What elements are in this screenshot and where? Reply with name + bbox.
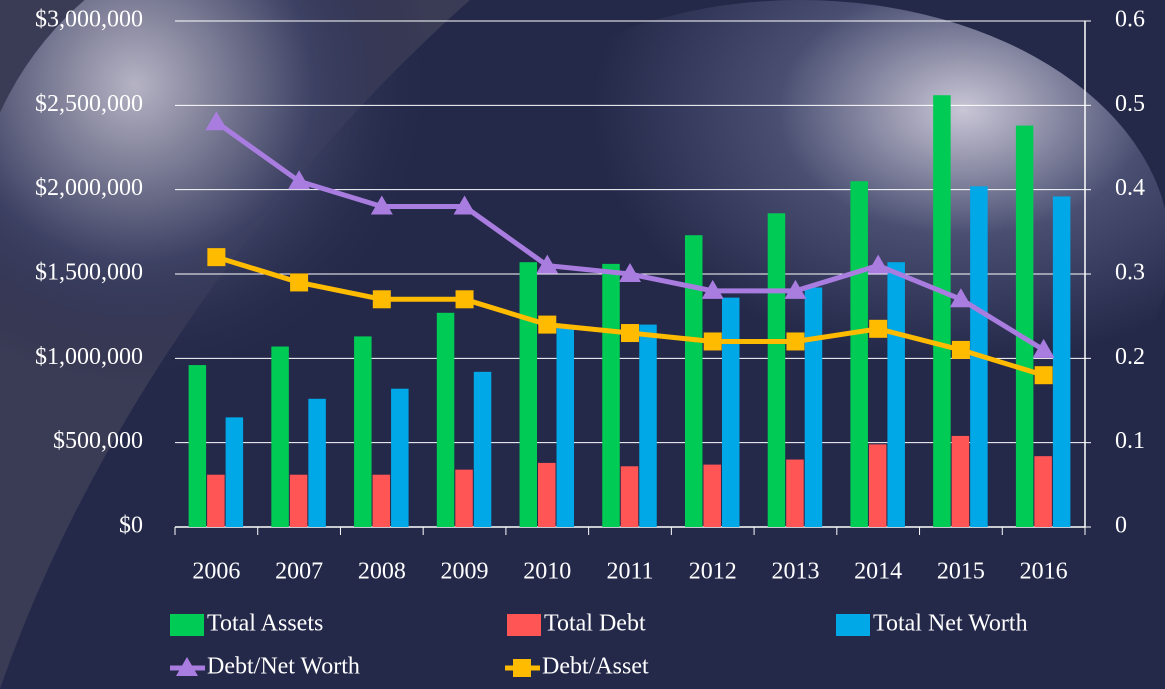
chart: $0 $500,000 $1,000,000 $1,500,000 $2,000,000…: [0, 0, 1165, 689]
bar: [1016, 126, 1034, 527]
bar: [557, 328, 575, 527]
marker: [207, 248, 225, 266]
legend-marker: [513, 659, 531, 677]
bar: [786, 460, 804, 527]
bar: [887, 262, 905, 527]
x-tick-label: 2009: [441, 559, 489, 585]
y-tick-label: $2,500,000: [35, 91, 143, 117]
x-tick-label: 2014: [854, 559, 902, 585]
marker: [786, 332, 804, 350]
bar: [538, 463, 556, 527]
x-tick-label: 2007: [275, 559, 323, 585]
legend-label: Total Assets: [207, 611, 323, 637]
legend-label: Debt/Net Worth: [207, 654, 360, 680]
bar: [520, 262, 538, 527]
marker: [952, 341, 970, 359]
x-tick-label: 2015: [937, 559, 985, 585]
bar: [271, 347, 289, 527]
bar: [207, 475, 225, 527]
bar: [1053, 196, 1071, 527]
bar: [621, 466, 639, 527]
x-tick-label: 2013: [771, 559, 819, 585]
legend-swatch: [507, 614, 541, 636]
bar: [437, 313, 455, 527]
x-tick-label: 2008: [358, 559, 406, 585]
y-tick-label: $2,000,000: [35, 175, 143, 201]
bar: [455, 470, 473, 527]
x-tick-label: 2011: [606, 559, 653, 585]
bar: [639, 325, 657, 527]
y2-tick-label: 0.3: [1115, 260, 1145, 286]
bar: [308, 399, 326, 527]
bar: [850, 181, 868, 527]
bar: [768, 213, 786, 527]
x-tick-label: 2012: [689, 559, 737, 585]
legend-label: Total Debt: [544, 611, 646, 637]
x-tick-label: 2016: [1020, 559, 1068, 585]
marker: [456, 290, 474, 308]
bar: [685, 235, 703, 527]
bar: [391, 389, 409, 527]
bar: [805, 287, 823, 527]
marker: [1035, 366, 1053, 384]
bar: [189, 365, 207, 527]
legend-label: Debt/Asset: [542, 654, 649, 680]
bar: [869, 444, 887, 527]
x-tick-label: 2010: [523, 559, 571, 585]
marker: [621, 324, 639, 342]
bar: [373, 475, 391, 527]
legend-label: Total Net Worth: [873, 611, 1028, 637]
marker: [373, 290, 391, 308]
y2-tick-label: 0: [1115, 513, 1127, 539]
y2-tick-label: 0.6: [1115, 7, 1145, 33]
bar: [602, 264, 620, 527]
y2-tick-label: 0.4: [1115, 175, 1145, 201]
bar: [226, 417, 244, 527]
x-tick-label: 2006: [192, 559, 240, 585]
marker: [538, 316, 556, 334]
bar: [290, 475, 308, 527]
y2-tick-label: 0.1: [1115, 428, 1145, 454]
legend-swatch: [836, 614, 870, 636]
y-tick-label: $0: [119, 513, 143, 539]
y-tick-label: $1,500,000: [35, 260, 143, 286]
bar: [952, 436, 970, 527]
marker: [869, 320, 887, 338]
y2-tick-label: 0.5: [1115, 91, 1145, 117]
bar: [1034, 456, 1052, 527]
y2-tick-label: 0.2: [1115, 344, 1145, 370]
bar: [474, 372, 492, 527]
bar: [703, 465, 721, 527]
legend-swatch: [170, 614, 204, 636]
y-tick-label: $1,000,000: [35, 344, 143, 370]
bar: [722, 298, 740, 527]
marker: [290, 273, 308, 291]
y-tick-label: $3,000,000: [35, 7, 143, 33]
page: $0 $500,000 $1,000,000 $1,500,000 $2,000,000…: [0, 0, 1165, 689]
bar: [933, 95, 951, 527]
bar: [354, 336, 372, 527]
marker: [704, 332, 722, 350]
y-tick-label: $500,000: [53, 428, 143, 454]
